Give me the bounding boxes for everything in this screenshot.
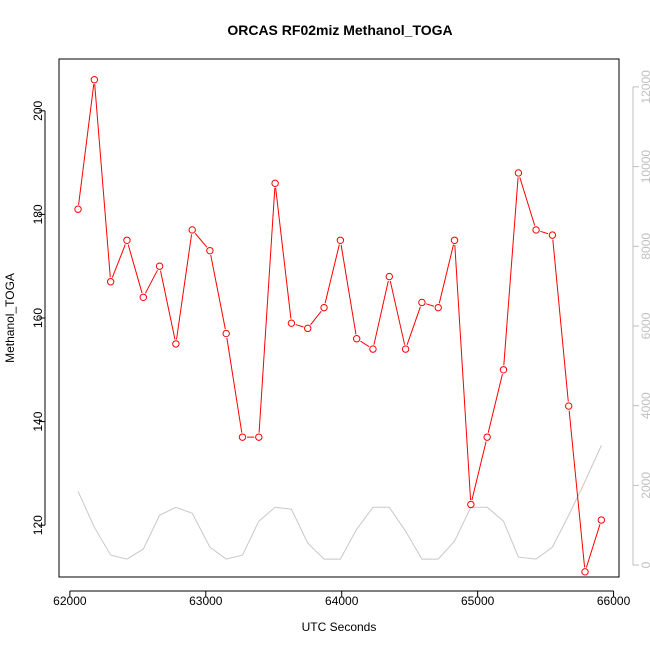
data-point: [450, 236, 459, 245]
data-point: [106, 278, 115, 286]
series-left-segment: [226, 337, 243, 433]
data-point: [139, 293, 147, 301]
series-left-segment: [585, 524, 601, 568]
series-right-polyline: [77, 445, 602, 560]
series-left-segment: [426, 303, 435, 307]
series-left-segment: [310, 310, 322, 326]
data-point: [499, 366, 508, 374]
data-point: [74, 205, 82, 213]
series-left-segment: [111, 244, 126, 278]
data-point: [352, 335, 361, 343]
x-tick-label: 63000: [189, 594, 223, 608]
data-point: [90, 76, 99, 84]
data-point: [287, 319, 296, 327]
series-left-segment: [540, 230, 549, 235]
series-left-segment: [360, 340, 370, 348]
data-point: [401, 345, 410, 353]
x-tick-label: 65000: [461, 594, 495, 608]
y-tick-label-left: 180: [31, 204, 45, 224]
series-left-segment: [454, 244, 472, 501]
y-axis-label: Methanol_TOGA: [3, 273, 17, 363]
data-point: [155, 262, 164, 270]
data-point: [271, 179, 279, 188]
data-point: [123, 236, 131, 245]
series-left-segment: [487, 374, 503, 433]
series-left-segment: [94, 84, 111, 278]
y-tick-label-left: 140: [31, 411, 45, 431]
series-left-segment: [552, 239, 569, 402]
chart-title: ORCAS RF02miz Methanol_TOGA: [227, 22, 452, 38]
x-tick-label: 64000: [325, 594, 359, 608]
data-point: [172, 340, 180, 348]
series-left-segment: [389, 280, 406, 345]
series-left-segment: [324, 244, 340, 304]
series-left-segment: [127, 244, 143, 294]
data-point: [385, 272, 393, 281]
data-point: [514, 169, 523, 177]
series-left-segment: [144, 269, 158, 294]
series-left-segment: [568, 410, 586, 568]
data-point: [548, 231, 557, 239]
x-tick-label: 66000: [597, 594, 631, 608]
series-left-segment: [295, 324, 304, 328]
y-tick-label-right: 8000: [639, 233, 650, 260]
data-point: [320, 303, 328, 312]
data-point: [336, 236, 345, 245]
series-left-segment: [78, 84, 95, 205]
y-axis-left: 120 140 160 180 200: [31, 100, 46, 535]
data-point: [206, 246, 214, 255]
y-tick-label-right: 4000: [639, 392, 650, 419]
series-left-segment: [194, 233, 208, 248]
data-point: [597, 516, 606, 524]
data-point: [255, 433, 263, 441]
data-point: [483, 433, 491, 441]
series-left-line: [74, 76, 606, 576]
data-point: [222, 329, 230, 338]
plot-frame: [58, 58, 620, 578]
y-tick-label-right: 12000: [639, 70, 650, 104]
series-left-segment: [406, 306, 421, 345]
series-left-segment: [210, 254, 226, 330]
y-tick-label-left: 200: [31, 100, 45, 120]
series-left-segment: [340, 244, 357, 335]
series-left-segment: [176, 234, 193, 340]
x-tick-label: 62000: [53, 594, 87, 608]
series-left-segment: [258, 187, 276, 433]
y-tick-label-right: 2000: [639, 472, 650, 499]
y-tick-label-right: 10000: [639, 150, 650, 184]
data-point: [581, 568, 589, 576]
data-point: [304, 324, 312, 333]
series-left-segment: [373, 280, 389, 345]
series-left-segment: [503, 177, 519, 366]
series-left-segment: [275, 187, 292, 319]
data-point: [467, 500, 475, 509]
data-point: [532, 226, 540, 234]
y-tick-label-right: 6000: [639, 312, 650, 339]
y-tick-label-left: 160: [31, 308, 45, 328]
data-point: [434, 303, 442, 312]
series-right-line: [77, 445, 602, 560]
x-axis-label: UTC Seconds: [302, 620, 377, 634]
series-left-segment: [438, 244, 454, 304]
y-axis-right: 0 2000 4000 6000 8000 10000 12000: [632, 70, 650, 568]
data-point: [369, 345, 377, 353]
y-tick-label-left: 120: [31, 515, 45, 535]
data-point: [188, 226, 196, 234]
series-left-segment: [519, 177, 536, 226]
series-left-segment: [160, 270, 176, 340]
data-point: [418, 298, 426, 307]
data-point: [565, 402, 573, 410]
data-point: [238, 433, 247, 441]
series-left-segment: [471, 441, 487, 501]
x-axis: 62000 63000 64000 65000 66000: [53, 590, 631, 608]
y-tick-label-right: 0: [639, 561, 650, 568]
